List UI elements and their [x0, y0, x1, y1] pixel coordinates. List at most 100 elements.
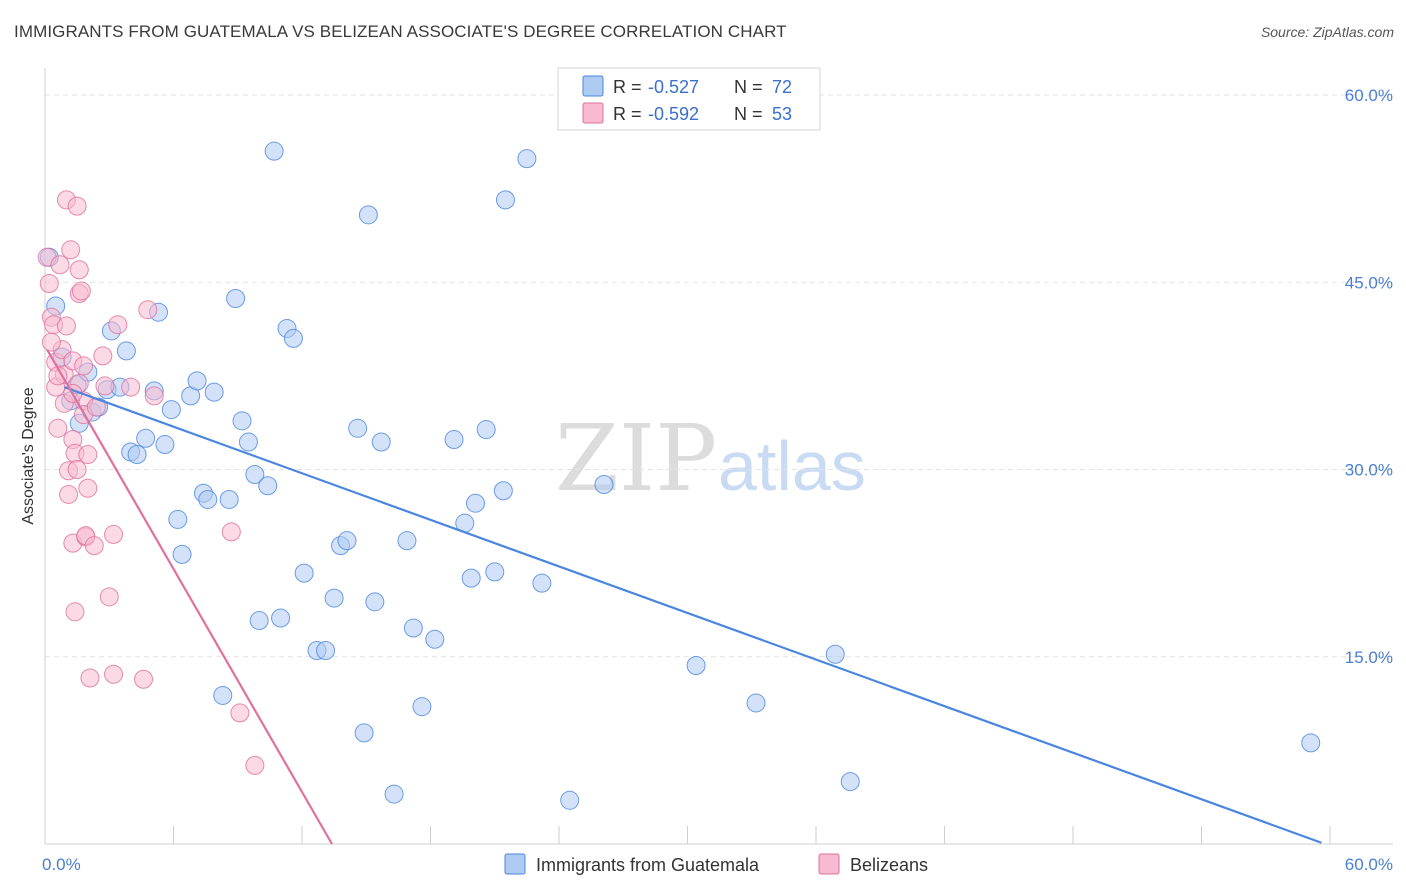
data-point — [245, 464, 265, 484]
data-point — [517, 149, 537, 169]
data-point — [161, 400, 181, 420]
trend-lines — [46, 349, 1322, 845]
watermark-zip: ZIP — [555, 405, 717, 512]
data-point — [108, 315, 128, 335]
x-tick-label-max: 60.0% — [1345, 855, 1393, 874]
data-point — [67, 196, 87, 216]
data-point — [230, 703, 250, 723]
gridlines — [45, 94, 1393, 658]
data-point — [560, 790, 580, 810]
data-point — [397, 531, 417, 551]
y-tick-label: 30.0% — [1345, 461, 1393, 480]
bottom-legend-swatch-pink — [818, 853, 840, 875]
axes — [44, 68, 1393, 845]
data-point — [384, 784, 404, 804]
data-point — [316, 641, 336, 661]
trend-line-guatemala — [63, 386, 1322, 844]
data-point — [219, 489, 239, 509]
data-point — [461, 568, 481, 588]
data-point — [245, 755, 265, 775]
legend-r-label-blue: R = — [613, 77, 642, 97]
data-point — [39, 273, 59, 293]
y-axis-label: Associate's Degree — [20, 387, 37, 524]
data-point — [198, 489, 218, 509]
data-point — [686, 655, 706, 675]
x-tick-label-min: 0.0% — [42, 855, 81, 874]
data-point — [1301, 733, 1321, 753]
legend-n-value-blue: 72 — [772, 77, 792, 97]
data-point — [61, 240, 81, 260]
data-point — [95, 376, 115, 396]
data-point — [187, 371, 207, 391]
data-point — [444, 430, 464, 450]
data-point — [78, 445, 98, 465]
bottom-legend: Immigrants from Guatemala Belizeans — [504, 853, 928, 875]
data-point — [138, 300, 158, 320]
legend-swatch-pink — [582, 102, 604, 124]
y-tick-label: 45.0% — [1345, 273, 1393, 292]
data-point — [232, 411, 252, 431]
data-point — [104, 664, 124, 684]
data-point — [80, 668, 100, 688]
legend-r-label-pink: R = — [613, 104, 642, 124]
data-point — [249, 611, 269, 631]
data-point — [213, 685, 233, 705]
chart-title: IMMIGRANTS FROM GUATEMALA VS BELIZEAN AS… — [14, 22, 787, 41]
data-point — [485, 562, 505, 582]
data-point — [127, 445, 147, 465]
data-point — [532, 573, 552, 593]
legend-r-value-blue: -0.527 — [648, 77, 699, 97]
data-point — [221, 522, 241, 542]
data-point — [144, 386, 164, 406]
data-point — [41, 332, 61, 352]
data-point — [93, 346, 113, 366]
bottom-legend-label-blue: Immigrants from Guatemala — [536, 855, 760, 875]
data-point — [271, 608, 291, 628]
y-tick-labels: 15.0% 30.0% 45.0% 60.0% — [1345, 86, 1393, 667]
bottom-legend-swatch-blue — [504, 853, 526, 875]
data-point — [226, 288, 246, 308]
data-point — [371, 432, 391, 452]
data-point — [324, 588, 344, 608]
data-point — [168, 509, 188, 529]
data-point — [354, 723, 374, 743]
data-point — [493, 481, 513, 501]
data-point — [358, 205, 378, 225]
data-point — [78, 478, 98, 498]
data-point — [134, 669, 154, 689]
data-point — [67, 460, 87, 479]
data-point — [425, 629, 445, 649]
data-point — [104, 524, 124, 544]
data-point — [337, 531, 357, 551]
y-tick-label: 60.0% — [1345, 86, 1393, 105]
data-point — [121, 377, 141, 397]
data-point — [204, 382, 224, 402]
data-point — [155, 435, 175, 455]
legend-swatch-blue — [582, 75, 604, 97]
bottom-legend-label-pink: Belizeans — [850, 855, 928, 875]
data-point — [84, 536, 104, 556]
series-belizeans-points — [37, 190, 265, 775]
data-point — [412, 697, 432, 717]
data-point — [258, 476, 278, 496]
legend-n-label-blue: N = — [734, 77, 763, 97]
source-credit: Source: ZipAtlas.com — [1260, 24, 1394, 40]
data-point — [476, 420, 496, 440]
data-point — [172, 544, 192, 564]
trend-line-belizeans — [46, 349, 333, 845]
data-point — [71, 281, 91, 301]
data-point — [365, 592, 385, 612]
legend-n-value-pink: 53 — [772, 104, 792, 124]
data-point — [495, 190, 515, 210]
data-point — [840, 772, 860, 792]
data-point — [65, 602, 85, 622]
data-point — [465, 493, 485, 513]
y-tick-label: 15.0% — [1345, 648, 1393, 667]
data-point — [136, 428, 156, 448]
legend-r-value-pink: -0.592 — [648, 104, 699, 124]
data-point — [403, 618, 423, 638]
watermark-atlas: atlas — [718, 427, 866, 505]
data-point — [50, 255, 70, 275]
data-point — [116, 341, 136, 361]
